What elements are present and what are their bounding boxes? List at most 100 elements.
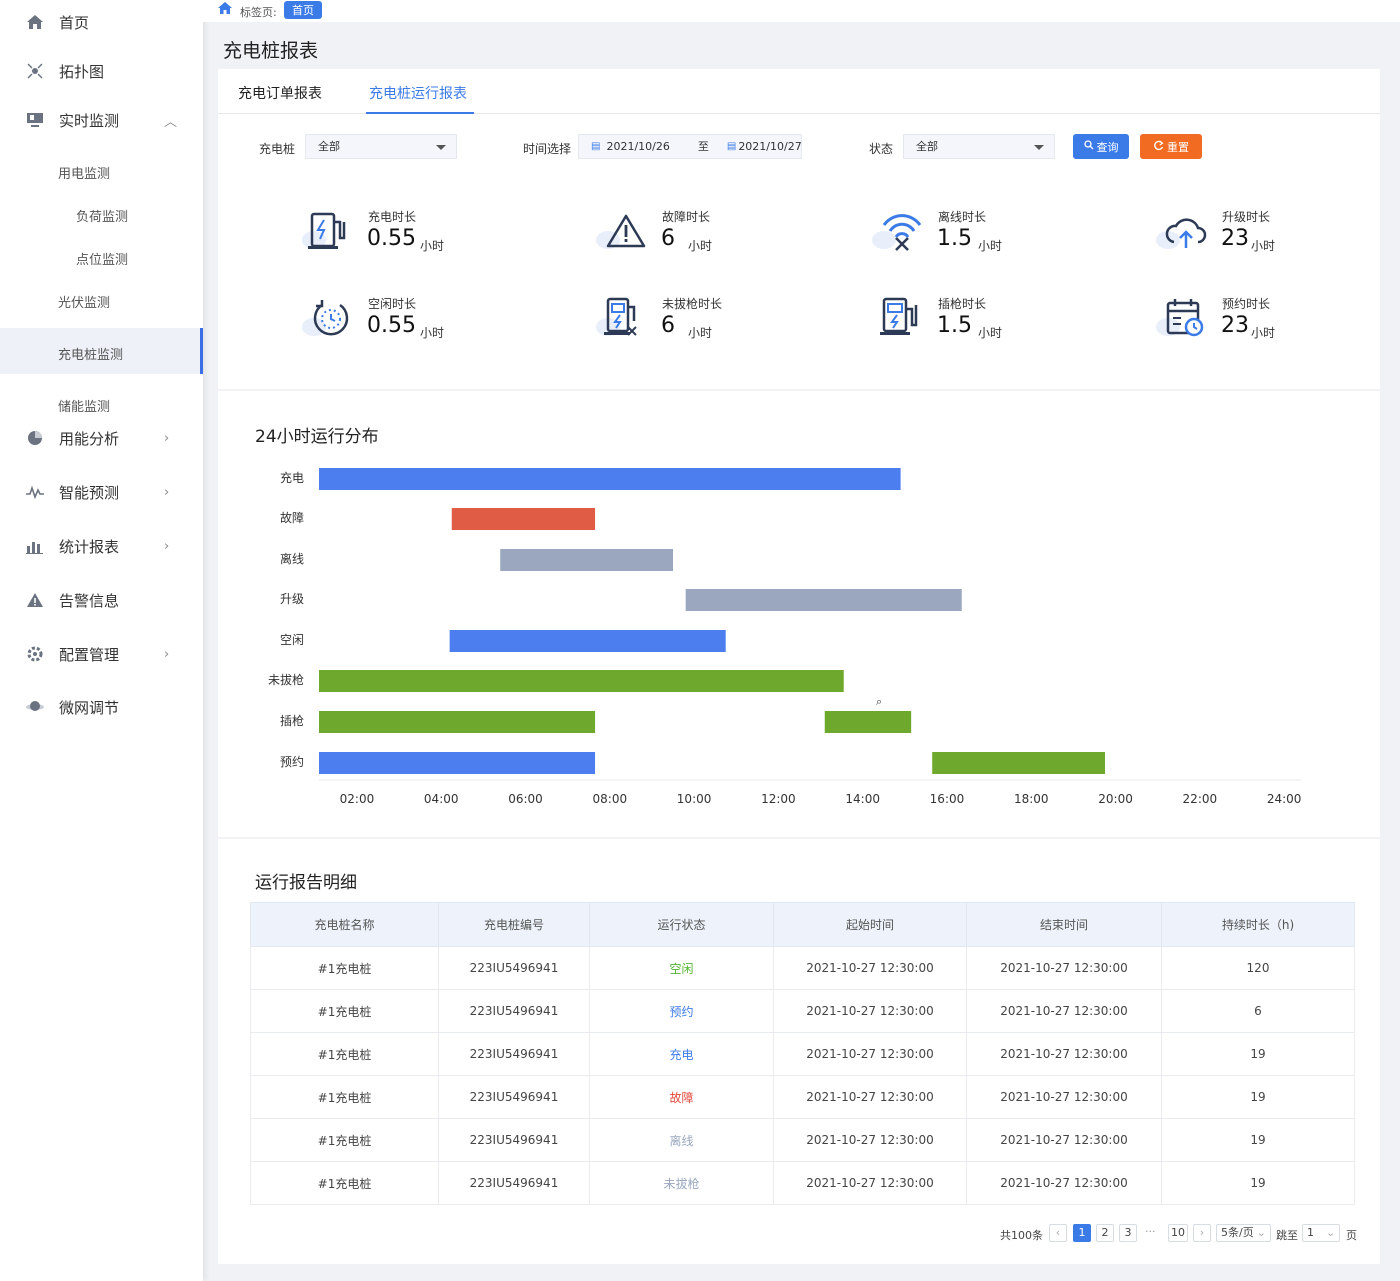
cell-code: 223IU5496941 xyxy=(438,946,590,990)
cell-end: 2021-10-27 12:30:00 xyxy=(966,1032,1162,1076)
monitor-icon xyxy=(25,110,45,130)
next-page-button[interactable]: › xyxy=(1193,1224,1211,1242)
jump-value: 1 xyxy=(1307,1226,1314,1239)
status-select[interactable]: 全部 xyxy=(903,134,1055,159)
x-tick-label: 18:00 xyxy=(1013,792,1049,806)
query-button-label: 查询 xyxy=(1096,140,1119,154)
charger-plug-icon xyxy=(870,295,924,343)
cell-duration: 19 xyxy=(1161,1118,1355,1162)
cell-code: 223IU5496941 xyxy=(438,989,590,1033)
gantt-category-label: 充电 xyxy=(279,471,304,485)
prev-page-button[interactable]: ‹ xyxy=(1049,1224,1067,1242)
calendar-clock-icon xyxy=(1154,295,1208,343)
status-select-value: 全部 xyxy=(916,140,938,153)
jump-label: 跳至 xyxy=(1276,1229,1298,1242)
page-title: 充电桩报表 xyxy=(223,40,319,62)
cell-status: 预约 xyxy=(589,989,774,1033)
cell-end: 2021-10-27 12:30:00 xyxy=(966,1161,1162,1205)
table-row[interactable]: #1充电桩 223IU5496941 未拔枪 2021-10-27 12:30:00 2… xyxy=(250,1161,1355,1205)
stat-upgrade-duration: 升级时长 23 小时 xyxy=(1154,208,1354,268)
x-tick-label: 16:00 xyxy=(929,792,965,806)
cell-status: 未拔枪 xyxy=(589,1161,774,1205)
nav-load-monitor[interactable]: 负荷监测 xyxy=(76,210,129,225)
tab-order-report[interactable]: 充电订单报表 xyxy=(238,86,322,102)
reset-button[interactable]: 重置 xyxy=(1140,134,1202,159)
nav-pv-monitor[interactable]: 光伏监测 xyxy=(58,296,111,311)
chevron-down-icon: ⌄ xyxy=(1326,1226,1336,1239)
nav-realtime-label: 实时监测 xyxy=(59,111,120,130)
page-size-value: 5条/页 xyxy=(1221,1226,1254,1239)
col-header-start: 起始时间 xyxy=(773,902,967,947)
stat-unplugged-duration: 未拔枪时长 6 小时 xyxy=(594,295,794,355)
nav-forecast-label: 智能预测 xyxy=(59,483,120,502)
breadcrumb-tag-home[interactable]: 首页 xyxy=(284,1,322,19)
warning-icon xyxy=(594,208,648,256)
date-range-picker[interactable]: ▤ 2021/10/26 至 ▤ 2021/10/27 xyxy=(578,134,802,159)
gantt-category-label: 离线 xyxy=(279,552,304,566)
page-10[interactable]: 10 xyxy=(1168,1224,1188,1242)
cell-end: 2021-10-27 12:30:00 xyxy=(966,1075,1162,1119)
page-1[interactable]: 1 xyxy=(1073,1224,1091,1242)
table-body: #1充电桩 223IU5496941 空闲 2021-10-27 12:30:00 20… xyxy=(250,946,1355,1205)
x-tick-label: 04:00 xyxy=(423,792,459,806)
col-header-status: 运行状态 xyxy=(589,902,774,947)
query-button[interactable]: 查询 xyxy=(1073,134,1129,159)
reset-button-label: 重置 xyxy=(1167,140,1189,154)
page-size-select[interactable]: 5条/页 ⌄ xyxy=(1216,1224,1271,1242)
table-row[interactable]: #1充电桩 223IU5496941 预约 2021-10-27 12:30:00 20… xyxy=(250,989,1355,1033)
cursor-icon: ⌕ xyxy=(876,695,883,708)
page-3[interactable]: 3 xyxy=(1119,1224,1137,1242)
col-header-end: 结束时间 xyxy=(966,902,1162,947)
cell-start: 2021-10-27 12:30:00 xyxy=(773,1075,967,1119)
gantt-category-label: 预约 xyxy=(279,755,304,769)
refresh-icon xyxy=(1153,140,1164,154)
charger-select[interactable]: 全部 xyxy=(305,134,457,159)
page-2[interactable]: 2 xyxy=(1096,1224,1114,1242)
table-row[interactable]: #1充电桩 223IU5496941 离线 2021-10-27 12:30:00 20… xyxy=(250,1118,1355,1162)
stat-value: 1.5 xyxy=(937,226,972,251)
x-tick-label: 20:00 xyxy=(1098,792,1133,806)
x-tick-label: 22:00 xyxy=(1182,792,1218,806)
table-row[interactable]: #1充电桩 223IU5496941 充电 2021-10-27 12:30:00 20… xyxy=(250,1032,1355,1076)
cell-status: 离线 xyxy=(589,1118,774,1162)
cell-duration: 120 xyxy=(1161,946,1355,990)
col-header-name: 充电桩名称 xyxy=(250,902,439,947)
stat-value: 0.55 xyxy=(367,226,416,251)
timer-icon xyxy=(300,295,354,343)
stat-label: 故障时长 xyxy=(662,210,711,224)
date-from[interactable]: 2021/10/26 xyxy=(606,140,670,153)
date-to[interactable]: 2021/10/27 xyxy=(738,140,802,153)
stat-label: 离线时长 xyxy=(938,210,987,224)
table-row[interactable]: #1充电桩 223IU5496941 故障 2021-10-27 12:30:00 20… xyxy=(250,1075,1355,1119)
home-icon[interactable] xyxy=(218,2,232,17)
stat-offline-duration: 离线时长 1.5 小时 xyxy=(870,208,1070,268)
table-row[interactable]: #1充电桩 223IU5496941 空闲 2021-10-27 12:30:00 20… xyxy=(250,946,1355,990)
stat-unit: 小时 xyxy=(420,326,445,340)
stat-label: 升级时长 xyxy=(1222,210,1271,224)
stat-unit: 小时 xyxy=(420,239,445,253)
cell-end: 2021-10-27 12:30:00 xyxy=(966,946,1162,990)
x-tick-label: 14:00 xyxy=(845,792,880,806)
cell-code: 223IU5496941 xyxy=(438,1118,590,1162)
page-suffix: 页 xyxy=(1346,1229,1357,1242)
nav-point-monitor[interactable]: 点位监测 xyxy=(76,253,129,268)
jump-input[interactable]: 1 ⌄ xyxy=(1302,1224,1340,1242)
nav-storage-monitor[interactable]: 储能监测 xyxy=(58,400,111,415)
cell-start: 2021-10-27 12:30:00 xyxy=(773,989,967,1033)
nav-charger-monitor[interactable]: 充电桩监测 xyxy=(58,348,124,363)
bar-chart-icon xyxy=(25,536,45,556)
pie-chart-icon xyxy=(25,428,45,448)
calendar-icon: ▤ xyxy=(591,141,601,152)
stat-label: 预约时长 xyxy=(1222,297,1271,311)
date-separator: 至 xyxy=(697,140,709,153)
nav-config-label: 配置管理 xyxy=(59,645,120,664)
cell-start: 2021-10-27 12:30:00 xyxy=(773,946,967,990)
tab-run-report[interactable]: 充电桩运行报表 xyxy=(369,86,467,102)
gantt-title: 24小时运行分布 xyxy=(255,427,379,447)
stat-label: 空闲时长 xyxy=(368,297,417,311)
report-table: 充电桩名称 充电桩编号 运行状态 起始时间 结束时间 持续时长（h) #1充电桩… xyxy=(250,902,1355,1205)
stat-label: 插枪时长 xyxy=(938,297,987,311)
breadcrumb: 标签页: 首页 xyxy=(203,0,1400,22)
cell-name: #1充电桩 xyxy=(250,1161,439,1205)
nav-power-monitor[interactable]: 用电监测 xyxy=(58,167,111,182)
